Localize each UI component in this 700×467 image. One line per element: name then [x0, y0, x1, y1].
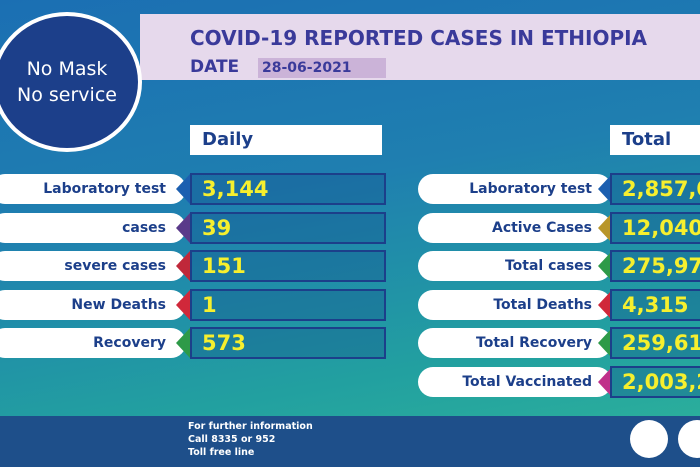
row-label: New Deaths	[0, 289, 186, 320]
row-label: Laboratory test	[0, 174, 186, 204]
row-label: Total Vaccinated	[418, 366, 612, 397]
badge-line: No Mask	[26, 58, 108, 80]
row-value: 573	[190, 327, 386, 359]
row-value: 151	[190, 250, 386, 282]
arrow	[598, 328, 612, 358]
footer-text: For further information Call 8335 or 952 T…	[188, 420, 313, 459]
date-label: DATE	[190, 57, 240, 77]
header-band	[140, 14, 700, 80]
arrow	[598, 251, 612, 281]
arrow	[176, 251, 190, 281]
row-value: 2,857,0	[610, 173, 700, 205]
row-label: Active Cases	[418, 212, 612, 243]
footer-line: Call 8335 or 952	[188, 434, 276, 445]
arrow	[176, 289, 190, 320]
arrow	[176, 212, 190, 243]
arrow	[176, 328, 190, 358]
row-value: 1	[190, 288, 386, 321]
title: COVID-19 REPORTED CASES IN ETHIOPIA	[190, 26, 648, 50]
row-label: Total Deaths	[418, 289, 612, 320]
row-label: severe cases	[0, 251, 186, 281]
footer-line: Toll free line	[188, 447, 255, 458]
footer-line: For further information	[188, 421, 313, 432]
row-label: Total cases	[418, 251, 612, 281]
section-title: Daily	[190, 125, 382, 155]
row-label: Laboratory test	[418, 174, 612, 204]
date: 28-06-2021	[258, 58, 386, 78]
row-value: 39	[190, 211, 386, 244]
row-label: Recovery	[0, 328, 186, 358]
section-title: Total	[610, 125, 700, 155]
row-value: 3,144	[190, 173, 386, 205]
arrow	[598, 366, 612, 397]
badge: No Mask No service	[0, 12, 142, 152]
arrow	[598, 289, 612, 320]
arrow	[598, 212, 612, 243]
row-value: 12,040	[610, 211, 700, 244]
row-label: cases	[0, 212, 186, 243]
row-value: 275,97	[610, 250, 700, 282]
badge-line: No service	[17, 84, 117, 106]
row-label: Total Recovery	[418, 328, 612, 358]
arrow	[598, 174, 612, 204]
logo	[630, 420, 668, 458]
arrow	[176, 174, 190, 204]
row-value: 259,61	[610, 327, 700, 359]
logo	[678, 420, 700, 458]
row-value: 4,315	[610, 288, 700, 321]
footer	[0, 416, 700, 467]
row-value: 2,003,2	[610, 365, 700, 398]
